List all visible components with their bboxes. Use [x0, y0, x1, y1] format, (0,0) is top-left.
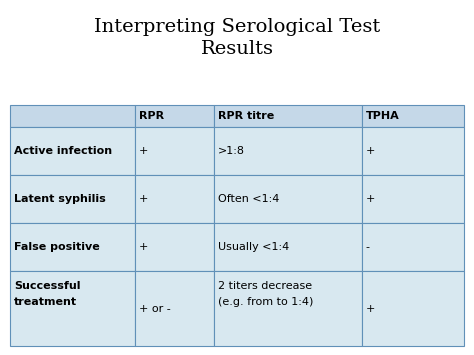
Text: Usually <1:4: Usually <1:4 — [219, 242, 290, 252]
Text: TPHA: TPHA — [366, 111, 400, 121]
Bar — [10, 223, 135, 271]
Text: +: + — [366, 146, 375, 156]
Bar — [214, 223, 362, 271]
Bar — [362, 105, 464, 127]
Bar — [214, 175, 362, 223]
Text: + or -: + or - — [139, 304, 171, 313]
Text: Often <1:4: Often <1:4 — [219, 194, 280, 204]
Text: RPR titre: RPR titre — [219, 111, 274, 121]
Text: Results: Results — [201, 40, 273, 58]
Bar — [10, 175, 135, 223]
Bar — [135, 127, 214, 175]
Text: Latent syphilis: Latent syphilis — [14, 194, 106, 204]
Text: +: + — [139, 242, 148, 252]
Text: Active infection: Active infection — [14, 146, 112, 156]
Bar — [214, 271, 362, 346]
Text: +: + — [139, 194, 148, 204]
Bar — [135, 223, 214, 271]
Text: >1:8: >1:8 — [219, 146, 246, 156]
Bar — [214, 105, 362, 127]
Text: Interpreting Serological Test: Interpreting Serological Test — [94, 18, 380, 36]
Text: +: + — [139, 146, 148, 156]
Text: -: - — [366, 242, 370, 252]
Bar — [10, 127, 135, 175]
Bar — [135, 271, 214, 346]
Text: 2 titers decrease
(e.g. from to 1:4): 2 titers decrease (e.g. from to 1:4) — [219, 281, 314, 307]
Bar — [362, 271, 464, 346]
Text: False positive: False positive — [14, 242, 100, 252]
Text: +: + — [366, 194, 375, 204]
Bar — [362, 223, 464, 271]
Text: RPR: RPR — [139, 111, 164, 121]
Bar — [10, 271, 135, 346]
Bar — [362, 127, 464, 175]
Text: +: + — [366, 304, 375, 313]
Bar — [135, 175, 214, 223]
Bar — [362, 175, 464, 223]
Text: Successful
treatment: Successful treatment — [14, 281, 81, 307]
Bar — [214, 127, 362, 175]
Bar — [10, 105, 135, 127]
Bar — [135, 105, 214, 127]
